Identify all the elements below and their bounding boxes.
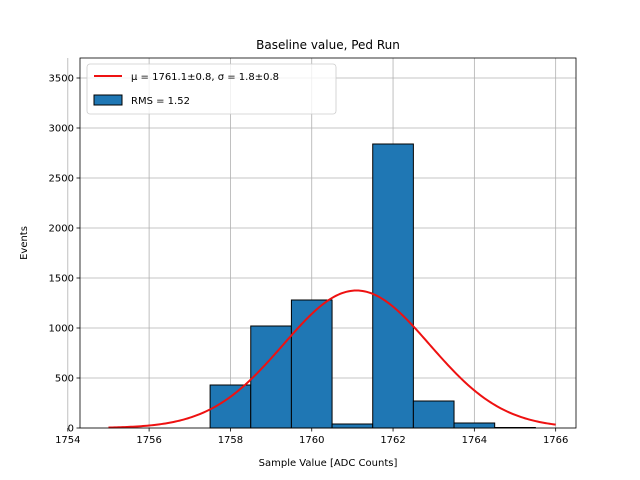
x-tick-label: 1766 [543, 435, 568, 446]
histogram-bar [453, 422, 496, 429]
y-tick-label: 3000 [49, 124, 74, 135]
legend-hist-swatch [93, 94, 123, 106]
histogram-bar [372, 143, 414, 429]
legend-box [86, 63, 337, 115]
y-tick-label: 2000 [49, 224, 74, 235]
x-tick-label: 1762 [380, 435, 405, 446]
x-axis-label: Sample Value [ADC Counts] [259, 458, 398, 469]
x-tick-label: 1754 [55, 435, 80, 446]
x-tick-label: 1764 [462, 435, 487, 446]
y-tick-label: 1500 [49, 274, 74, 285]
histogram-bar [290, 299, 333, 429]
x-tick-label: 1758 [218, 435, 243, 446]
histogram-bar [331, 423, 374, 429]
y-tick-label: 1000 [49, 324, 74, 335]
gaussian-fit-curve [108, 289, 556, 429]
chart-title: Baseline value, Ped Run [256, 38, 400, 52]
y-tick-label: 3500 [49, 74, 74, 85]
y-tick-label: 500 [55, 374, 74, 385]
axis-ticks: 1754 1756 1758 1760 1762 1764 1766 0 500 1000 1500… [49, 74, 569, 447]
legend-fit-label: μ = 1761.1±0.8, σ = 1.8±0.8 [131, 72, 279, 83]
x-tick-label: 1756 [136, 435, 161, 446]
legend-hist-label: RMS = 1.52 [131, 96, 190, 107]
y-axis-label: Events [19, 226, 30, 260]
y-tick-label: 2500 [49, 174, 74, 185]
histogram-bar [412, 400, 455, 429]
fit-curve-layer [108, 289, 556, 429]
plot-frame [79, 57, 577, 429]
x-tick-label: 1760 [299, 435, 324, 446]
legend: μ = 1761.1±0.8, σ = 1.8±0.8 RMS = 1.52 [86, 63, 337, 115]
y-tick-label: 0 [68, 424, 74, 435]
